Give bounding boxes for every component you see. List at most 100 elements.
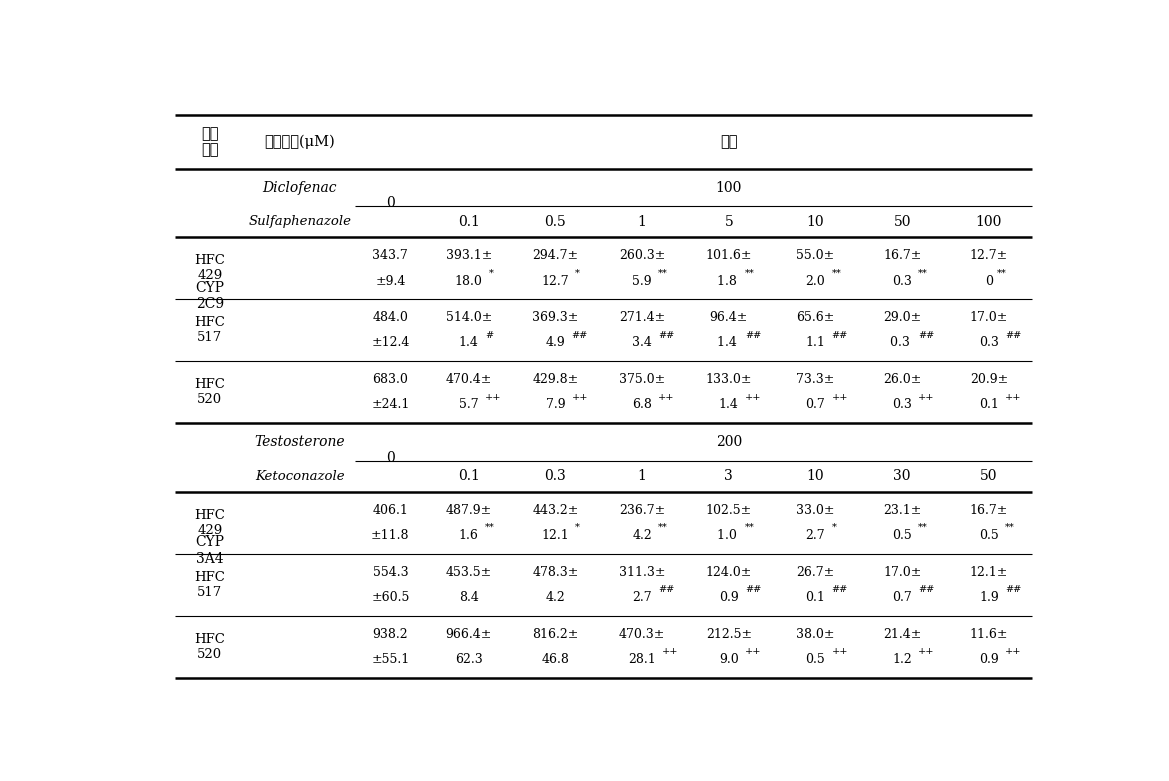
Text: 212.5±: 212.5± [706, 628, 752, 640]
Text: HFC
517: HFC 517 [194, 571, 226, 599]
Text: Testosterone: Testosterone [255, 435, 345, 449]
Text: 369.3±: 369.3± [532, 312, 579, 324]
Text: 470.4±: 470.4± [445, 373, 492, 386]
Text: 938.2: 938.2 [373, 628, 408, 640]
Text: 11.6±: 11.6± [969, 628, 1008, 640]
Text: ±12.4: ±12.4 [371, 337, 409, 349]
Text: 18.0: 18.0 [455, 275, 483, 287]
Text: 29.0±: 29.0± [883, 312, 921, 324]
Text: **: ** [997, 269, 1007, 278]
Text: **: ** [745, 269, 754, 278]
Text: 124.0±: 124.0± [706, 565, 752, 579]
Text: 816.2±: 816.2± [532, 628, 579, 640]
Text: **: ** [1005, 523, 1015, 532]
Text: 26.7±: 26.7± [796, 565, 835, 579]
Text: 7.9: 7.9 [546, 398, 566, 412]
Text: HFC
429: HFC 429 [194, 255, 226, 283]
Text: 6.8: 6.8 [632, 398, 652, 412]
Text: **: ** [918, 269, 928, 278]
Text: 1: 1 [638, 215, 646, 229]
Text: ##: ## [831, 330, 848, 340]
Text: 26.0±: 26.0± [883, 373, 921, 386]
Text: 1: 1 [638, 469, 646, 483]
Text: #: # [485, 330, 493, 340]
Text: 0.5: 0.5 [805, 653, 825, 666]
Text: 375.0±: 375.0± [620, 373, 665, 386]
Text: 2.7: 2.7 [805, 529, 825, 542]
Text: 10: 10 [807, 215, 824, 229]
Text: ##: ## [745, 585, 761, 594]
Text: 0.3: 0.3 [892, 275, 912, 287]
Text: 2.0: 2.0 [805, 275, 825, 287]
Text: 12.7±: 12.7± [970, 249, 1008, 262]
Text: 343.7: 343.7 [373, 249, 408, 262]
Text: 5.9: 5.9 [632, 275, 652, 287]
Text: *: * [575, 523, 580, 532]
Text: ++: ++ [662, 647, 678, 656]
Text: ++: ++ [658, 393, 675, 401]
Text: **: ** [918, 523, 928, 532]
Text: ++: ++ [918, 393, 934, 401]
Text: 16.7±: 16.7± [969, 504, 1008, 517]
Text: 554.3: 554.3 [373, 565, 408, 579]
Text: ##: ## [658, 585, 675, 594]
Text: 10: 10 [807, 469, 824, 483]
Text: ##: ## [1005, 585, 1021, 594]
Text: 8.4: 8.4 [459, 591, 479, 604]
Text: 1.1: 1.1 [805, 337, 825, 349]
Text: 농도: 농도 [720, 135, 738, 149]
Text: 23.1±: 23.1± [883, 504, 921, 517]
Text: 12.7: 12.7 [541, 275, 569, 287]
Text: ++: ++ [572, 393, 588, 401]
Text: ±11.8: ±11.8 [371, 529, 409, 542]
Text: 5.7: 5.7 [459, 398, 478, 412]
Text: 46.8: 46.8 [541, 653, 569, 666]
Text: 0.5: 0.5 [892, 529, 912, 542]
Text: ±55.1: ±55.1 [372, 653, 409, 666]
Text: CYP
3A4: CYP 3A4 [195, 535, 224, 565]
Text: 20.9±: 20.9± [970, 373, 1008, 386]
Text: 1.6: 1.6 [459, 529, 479, 542]
Text: HFC
520: HFC 520 [194, 633, 226, 661]
Text: 4.2: 4.2 [546, 591, 566, 604]
Text: ++: ++ [831, 647, 848, 656]
Text: 0.1: 0.1 [805, 591, 825, 604]
Text: 0: 0 [386, 196, 395, 210]
Text: 101.6±: 101.6± [706, 249, 752, 262]
Text: 55.0±: 55.0± [796, 249, 835, 262]
Text: 1.0: 1.0 [717, 529, 741, 542]
Text: ##: ## [918, 330, 934, 340]
Text: ##: ## [831, 585, 848, 594]
Text: 133.0±: 133.0± [706, 373, 752, 386]
Text: ++: ++ [745, 647, 761, 656]
Text: ++: ++ [485, 393, 502, 401]
Text: 62.3: 62.3 [455, 653, 483, 666]
Text: 0.7: 0.7 [805, 398, 825, 412]
Text: **: ** [485, 523, 494, 532]
Text: 271.4±: 271.4± [620, 312, 665, 324]
Text: 1.9: 1.9 [978, 591, 998, 604]
Text: 0.1: 0.1 [978, 398, 998, 412]
Text: 0: 0 [984, 275, 992, 287]
Text: 478.3±: 478.3± [532, 565, 579, 579]
Text: 294.7±: 294.7± [532, 249, 579, 262]
Text: ++: ++ [745, 393, 761, 401]
Text: 100: 100 [976, 215, 1002, 229]
Text: 96.4±: 96.4± [710, 312, 748, 324]
Text: ##: ## [572, 330, 588, 340]
Text: 3: 3 [725, 469, 733, 483]
Text: 21.4±: 21.4± [883, 628, 921, 640]
Text: ##: ## [658, 330, 675, 340]
Text: 50: 50 [980, 469, 997, 483]
Text: 9.0: 9.0 [719, 653, 739, 666]
Text: 260.3±: 260.3± [618, 249, 665, 262]
Text: 470.3±: 470.3± [618, 628, 665, 640]
Text: ##: ## [745, 330, 761, 340]
Text: 1.4: 1.4 [717, 337, 741, 349]
Text: 1.4: 1.4 [719, 398, 739, 412]
Text: 2.7: 2.7 [632, 591, 652, 604]
Text: 100: 100 [715, 180, 742, 194]
Text: 38.0±: 38.0± [796, 628, 835, 640]
Text: 0.1: 0.1 [458, 215, 479, 229]
Text: CYP
2C9: CYP 2C9 [195, 281, 224, 311]
